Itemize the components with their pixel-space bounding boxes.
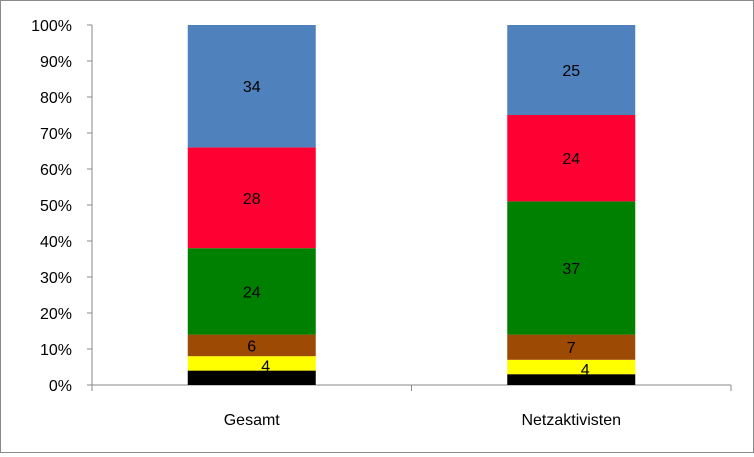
bar-segment xyxy=(507,374,636,385)
data-label: 6 xyxy=(247,338,256,355)
y-tick-label: 40% xyxy=(40,234,72,251)
data-label: 7 xyxy=(567,340,576,357)
bar-segment xyxy=(507,201,636,335)
bar-segment xyxy=(507,359,636,375)
data-label: 28 xyxy=(243,191,261,208)
data-label: 25 xyxy=(562,63,580,80)
y-tick-label: 90% xyxy=(40,54,72,71)
bar-segment xyxy=(187,248,316,335)
y-tick-label: 80% xyxy=(40,90,72,107)
y-tick-label: 50% xyxy=(40,198,72,215)
category-label: Netzaktivisten xyxy=(521,412,621,429)
bar-segment xyxy=(187,356,316,371)
bar-segment xyxy=(187,334,316,357)
data-label: 4 xyxy=(261,359,270,376)
y-tick-label: 100% xyxy=(31,18,72,35)
y-tick-label: 10% xyxy=(40,342,72,359)
data-label: 4 xyxy=(581,362,590,379)
bar-segment xyxy=(187,370,316,385)
category-label: Gesamt xyxy=(224,412,281,429)
y-tick-label: 60% xyxy=(40,162,72,179)
bar-segment xyxy=(187,25,316,148)
bar-segment xyxy=(187,147,316,249)
y-tick-label: 30% xyxy=(40,270,72,287)
y-tick-label: 0% xyxy=(49,378,72,395)
data-label: 37 xyxy=(562,261,580,278)
y-tick-label: 70% xyxy=(40,126,72,143)
axes: 0% 10% 20% 30% 40% 50% 60% 70% 80% 90% 100% Gesamt N… xyxy=(31,18,732,429)
bar-segments xyxy=(187,25,636,385)
bar-segment xyxy=(507,334,636,360)
data-label: 24 xyxy=(243,284,261,301)
y-tick-label: 20% xyxy=(40,306,72,323)
data-label: 24 xyxy=(562,151,580,168)
bar-segment xyxy=(507,115,636,202)
bar-segment xyxy=(507,25,636,115)
data-label: 34 xyxy=(243,79,261,96)
